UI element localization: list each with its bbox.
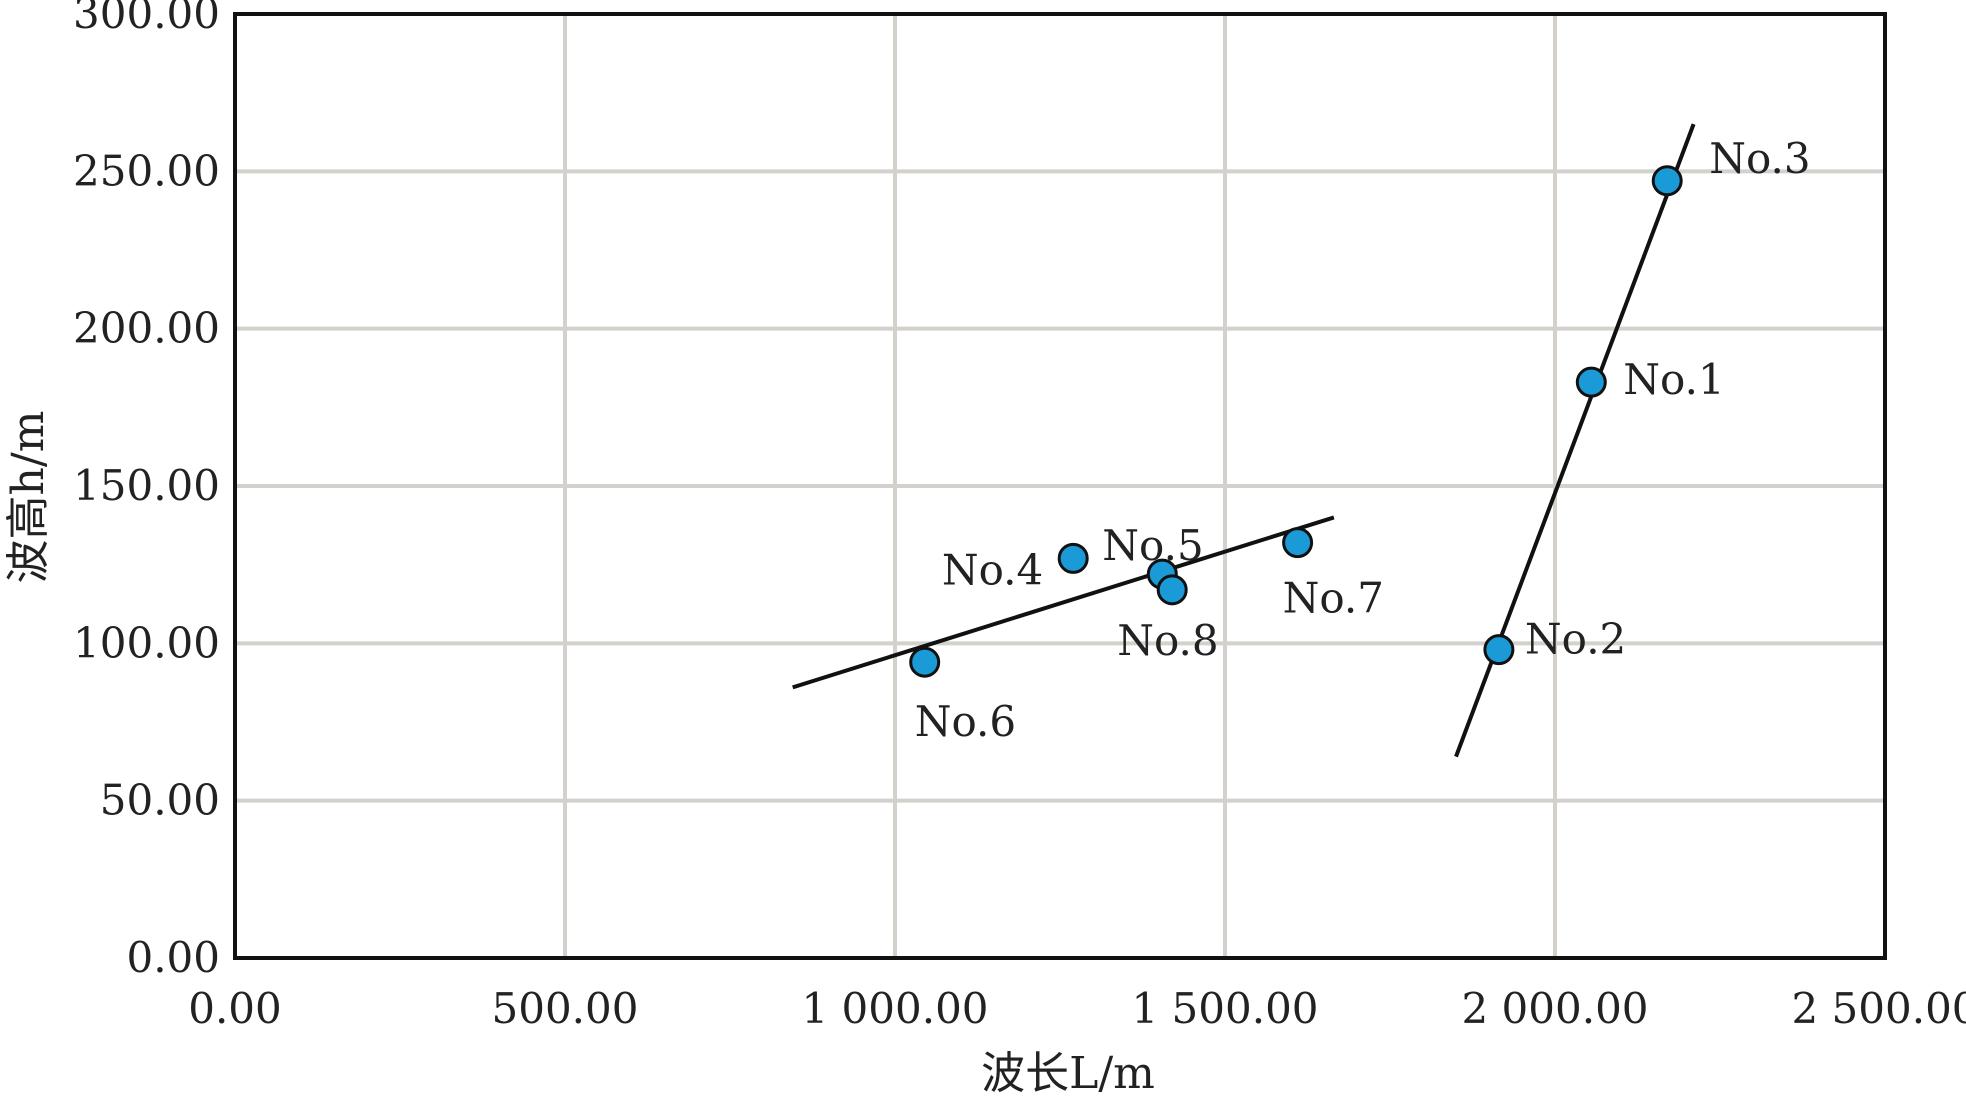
point-labels: No.1 No.2 No.3 No.4 No.5 No.6 No.7 No.8	[915, 134, 1811, 746]
point-label: No.2	[1525, 615, 1626, 664]
point-label: No.1	[1623, 355, 1724, 404]
x-tick-label: 1 000.00	[801, 984, 988, 1033]
grid-lines	[235, 14, 1885, 958]
x-tick-label: 500.00	[492, 984, 639, 1033]
y-tick-label: 0.00	[126, 933, 220, 982]
data-points	[909, 165, 1683, 678]
x-tick-label: 2 500.00	[1791, 984, 1966, 1033]
data-point	[1057, 542, 1089, 574]
y-tick-label: 50.00	[100, 776, 220, 825]
x-tick-label: 0.00	[188, 984, 282, 1033]
y-tick-label: 150.00	[73, 461, 220, 510]
x-axis-label: 波长L/m	[981, 1048, 1155, 1099]
x-tick-label: 1 500.00	[1131, 984, 1318, 1033]
point-label: No.5	[1102, 521, 1203, 570]
point-label: No.7	[1283, 574, 1384, 623]
plot-frame	[233, 12, 1887, 960]
y-axis-label: 波高h/m	[3, 411, 54, 584]
y-tick-label: 300.00	[73, 0, 220, 38]
point-label: No.8	[1117, 616, 1218, 665]
data-point	[1156, 574, 1188, 606]
data-point	[1483, 634, 1515, 666]
x-tick-label: 2 000.00	[1461, 984, 1648, 1033]
y-tick-label: 200.00	[73, 304, 220, 353]
data-point	[909, 646, 941, 678]
y-tick-label: 100.00	[73, 618, 220, 667]
point-label: No.6	[915, 697, 1016, 746]
data-point	[1282, 527, 1314, 559]
point-label: No.4	[942, 545, 1043, 594]
data-point	[1575, 366, 1607, 398]
x-tick-labels: 0.00 500.00 1 000.00 1 500.00 2 000.00 2 500.…	[188, 984, 1966, 1033]
y-tick-label: 250.00	[73, 146, 220, 195]
trend-line	[792, 515, 1335, 690]
data-point	[1651, 165, 1683, 197]
point-label: No.3	[1709, 134, 1810, 183]
y-tick-labels: 0.00 50.00 100.00 150.00 200.00 250.00 300.00	[73, 0, 220, 982]
